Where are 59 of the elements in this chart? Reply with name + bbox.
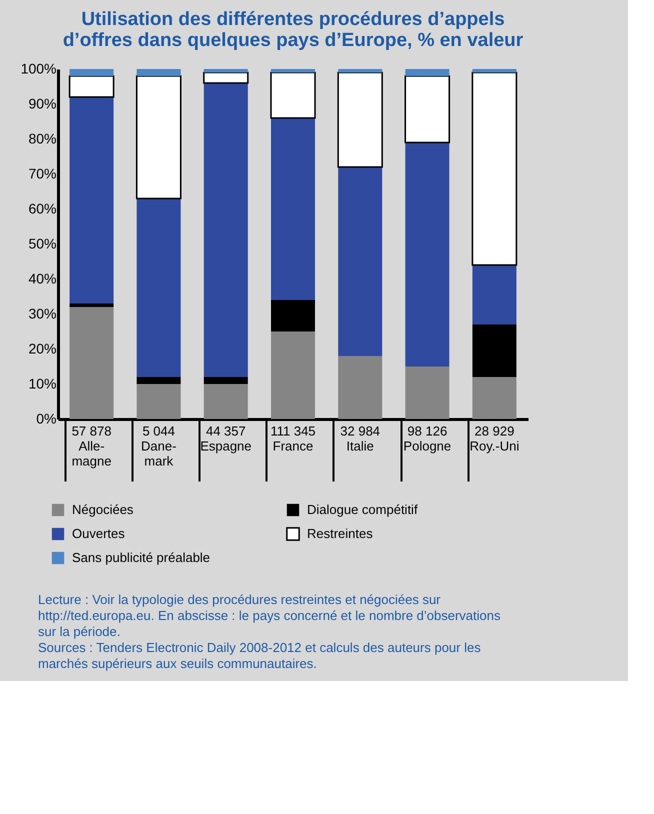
bar (136, 69, 181, 76)
bar (405, 142, 450, 366)
y-tick-label: 40% (28, 270, 56, 286)
legend-label: Restreintes (307, 526, 374, 541)
bar (472, 69, 516, 72)
bar (271, 69, 315, 72)
y-tick-label: 70% (28, 166, 56, 182)
source-note: Sources : Tenders Electronic Daily 2008-2012 et calculs des auteurs pour les marchés supérieurs aux seuils communautaires. (38, 640, 482, 671)
bar (204, 83, 248, 377)
bar (136, 75, 182, 200)
x-tick-label: 5 044 Dane- mark (141, 424, 176, 468)
y-tick-label: 50% (28, 236, 56, 252)
bar (404, 75, 450, 144)
bar (204, 377, 248, 384)
bar (70, 307, 114, 419)
chart-title: Utilisation des différentes procédures d’appels d’offres dans quelques pays d’Europe, % en valeur (62, 9, 524, 51)
bar (136, 198, 181, 377)
bar (405, 366, 450, 419)
bar (204, 69, 248, 72)
y-tick-label: 0% (36, 410, 56, 426)
x-tick-label: 44 357 Espagne (200, 424, 252, 454)
y-tick-label: 30% (28, 306, 56, 322)
bar (338, 356, 382, 419)
y-tick-label: 60% (28, 200, 56, 216)
bar (70, 69, 114, 76)
y-tick-label: 90% (28, 96, 56, 112)
bar (68, 75, 114, 98)
bar (271, 300, 315, 332)
x-tick-label: 57 878 Alle- magne (72, 424, 112, 468)
bar (270, 72, 316, 119)
bar (337, 72, 383, 168)
bar (204, 384, 248, 419)
bar (472, 324, 516, 377)
text: Lecture : Voir la typologie des procédures restreintes et négociées sur http://ted.europa.eu. En abscisse : le pays concerné et le nombre d’observations sur la période. (38, 592, 501, 639)
legend-label: Ouvertes (72, 526, 126, 541)
legend-label: Sans publicité préalable (72, 550, 210, 565)
x-tick-label: 111 345 France (270, 424, 316, 454)
bar (271, 332, 315, 419)
x-tick-label: 98 126 Pologne (403, 424, 452, 454)
bar (70, 304, 114, 307)
bar (472, 72, 518, 266)
legend-label: Dialogue compétitif (307, 502, 418, 517)
bar (136, 377, 181, 384)
bar (338, 69, 382, 72)
bar (472, 377, 516, 419)
bar (338, 167, 382, 356)
x-tick-label: 28 929 Roy.-Uni (470, 424, 520, 454)
bar (405, 69, 450, 76)
legend-label: Négociées (72, 502, 134, 517)
bar (472, 265, 516, 324)
x-tick-label: 32 984 Italie (340, 424, 380, 454)
bar (136, 384, 181, 419)
y-tick-label: 100% (20, 60, 56, 76)
y-tick-label: 10% (28, 376, 56, 392)
bar (70, 97, 114, 304)
bar (271, 118, 315, 300)
y-tick-label: 80% (28, 130, 56, 146)
bar (203, 72, 249, 84)
y-tick-label: 20% (28, 340, 56, 356)
